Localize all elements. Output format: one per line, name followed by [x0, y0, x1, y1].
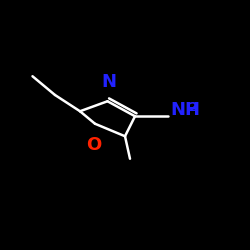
Text: O: O	[86, 136, 102, 154]
Text: N: N	[101, 73, 116, 91]
Text: 2: 2	[189, 101, 198, 114]
Text: NH: NH	[170, 101, 200, 119]
